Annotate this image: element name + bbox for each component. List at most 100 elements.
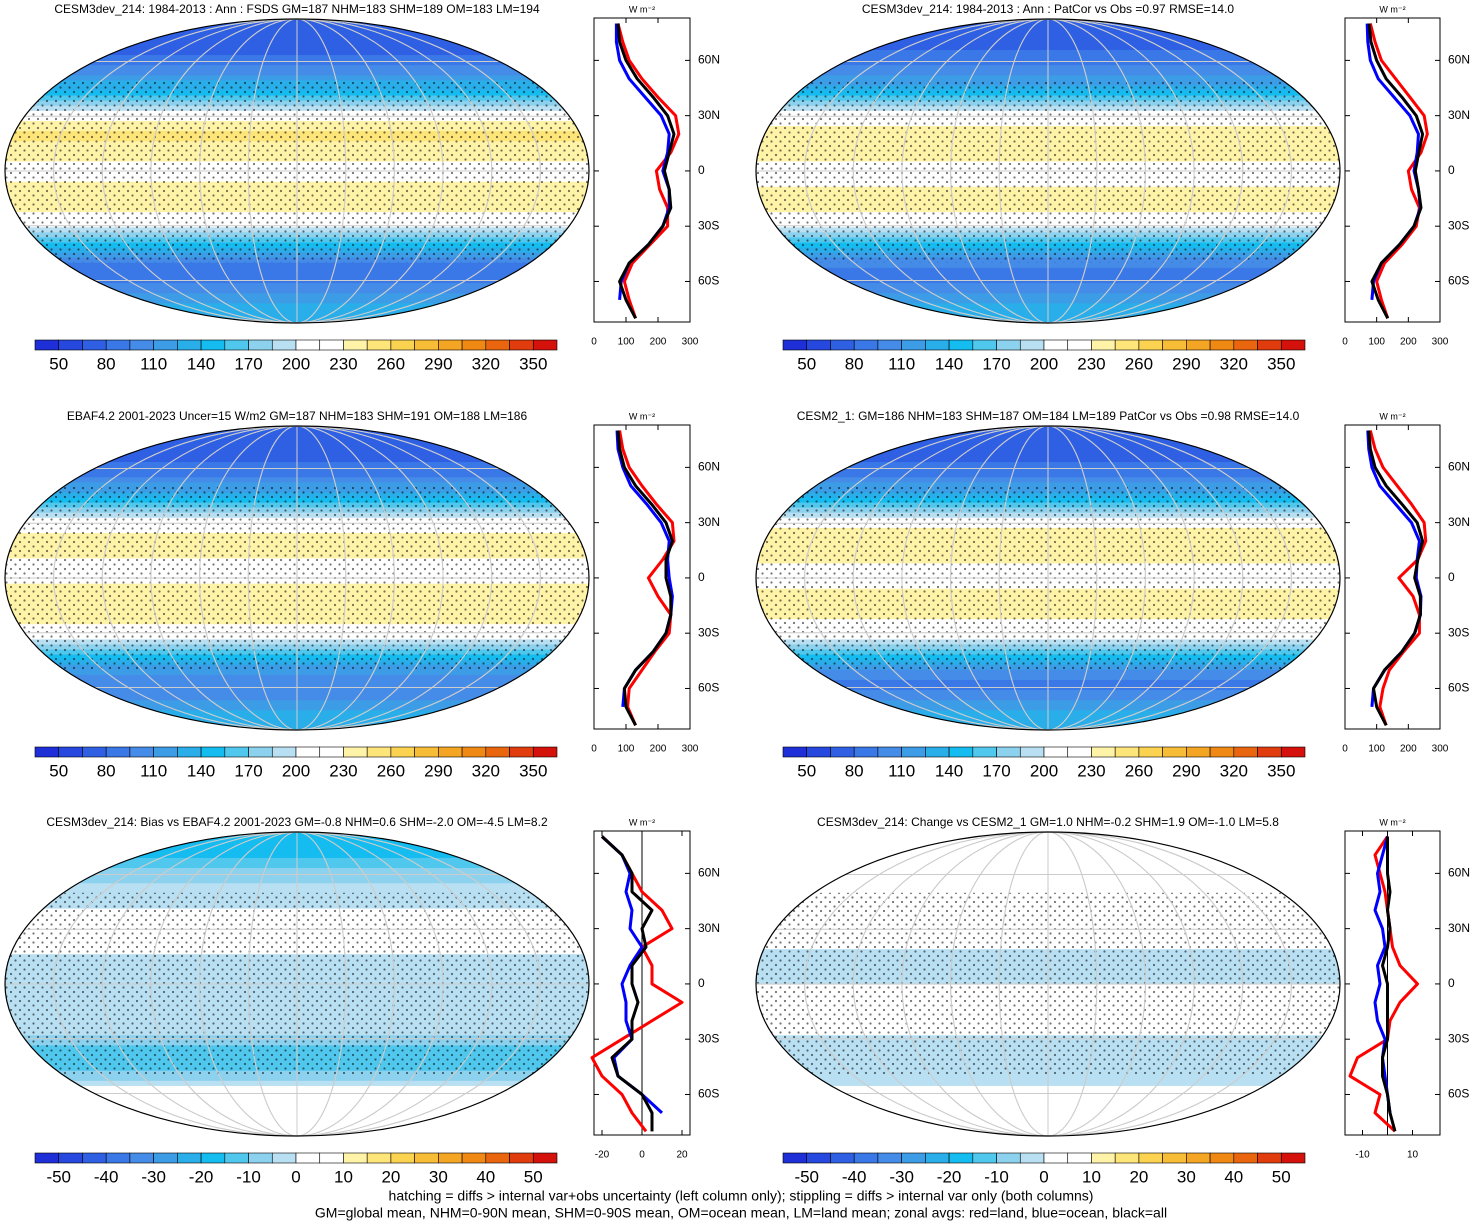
- colorbar-box: [391, 1153, 415, 1163]
- colorbar-box: [1258, 747, 1282, 757]
- colorbar-box: [1281, 340, 1305, 350]
- colorbar-label: 200: [1030, 354, 1058, 373]
- colorbar-box: [367, 747, 391, 757]
- colorbar-box: [1210, 1153, 1234, 1163]
- colorbar-box: [783, 1153, 807, 1163]
- colorbar-box: [1020, 340, 1044, 350]
- y-tick-label: 30S: [698, 1031, 719, 1045]
- colorbar-box: [1234, 1153, 1258, 1163]
- colorbar-label: -30: [889, 1167, 914, 1186]
- y-tick-label: 60S: [1448, 1087, 1469, 1101]
- colorbar-label: 260: [377, 761, 405, 780]
- colorbar-box: [35, 340, 59, 350]
- panel-title: CESM3dev_214: 1984-2013 : Ann : FSDS GM=…: [54, 2, 540, 16]
- x-tick-label: 100: [1368, 337, 1385, 348]
- colorbar-box: [1258, 340, 1282, 350]
- y-tick-label: 60N: [1448, 866, 1470, 880]
- colorbar-box: [106, 1153, 130, 1163]
- x-tick-label: 20: [676, 1150, 688, 1161]
- colorbar-box: [438, 747, 462, 757]
- y-tick-label: 0: [698, 976, 705, 990]
- x-tick-label: 0: [1342, 337, 1348, 348]
- zonal-units: W m⁻²: [629, 817, 655, 827]
- colorbar-label: 170: [982, 354, 1010, 373]
- zonal-frame: [594, 18, 690, 322]
- colorbar-box: [130, 340, 154, 350]
- y-tick-label: 30S: [1448, 218, 1469, 232]
- colorbar-box: [1139, 340, 1163, 350]
- colorbar-box: [878, 1153, 902, 1163]
- colorbar-box: [830, 340, 854, 350]
- colorbar-box: [1091, 340, 1115, 350]
- colorbar-box: [59, 747, 83, 757]
- colorbar-box: [1210, 340, 1234, 350]
- colorbar-label: -20: [937, 1167, 962, 1186]
- zonal-line: [616, 24, 669, 300]
- colorbar-box: [925, 340, 949, 350]
- colorbar-box: [1115, 747, 1139, 757]
- colorbar-box: [902, 340, 926, 350]
- colorbar-box: [1234, 340, 1258, 350]
- colorbar-box: [177, 340, 201, 350]
- colorbar-box: [462, 747, 486, 757]
- colorbar-box: [177, 747, 201, 757]
- colorbar-label: 30: [1177, 1167, 1196, 1186]
- x-tick-label: 0: [639, 1150, 645, 1161]
- colorbar-box: [1020, 747, 1044, 757]
- y-tick-label: 0: [1448, 976, 1455, 990]
- x-tick-label: 300: [682, 337, 699, 348]
- colorbar-label: -10: [984, 1167, 1009, 1186]
- colorbar-label: -40: [94, 1167, 119, 1186]
- colorbar-box: [997, 1153, 1021, 1163]
- zonal-units: W m⁻²: [629, 411, 655, 421]
- colorbar-box: [1068, 340, 1092, 350]
- colorbar-box: [177, 1153, 201, 1163]
- colorbar-label: 350: [519, 761, 547, 780]
- map: [756, 19, 1340, 324]
- y-tick-label: 30N: [698, 515, 720, 529]
- colorbar-box: [510, 1153, 534, 1163]
- y-tick-label: 0: [698, 163, 705, 177]
- colorbar-label: 320: [1220, 354, 1248, 373]
- colorbar-label: -10: [236, 1167, 261, 1186]
- colorbar-box: [438, 1153, 462, 1163]
- x-tick-label: 100: [618, 337, 635, 348]
- colorbar-box: [807, 340, 831, 350]
- y-tick-label: 60N: [698, 866, 720, 880]
- colorbar-label: 230: [329, 761, 357, 780]
- colorbar-box: [462, 1153, 486, 1163]
- colorbar-label: -50: [794, 1167, 819, 1186]
- colorbar-box: [343, 340, 367, 350]
- zonal-units: W m⁻²: [1379, 817, 1405, 827]
- colorbar-box: [367, 340, 391, 350]
- colorbar-label: 140: [187, 761, 215, 780]
- colorbar-label: 50: [49, 354, 68, 373]
- zonal-frame: [1345, 425, 1440, 729]
- colorbar-box: [807, 1153, 831, 1163]
- panel-title: CESM3dev_214: 1984-2013 : Ann : PatCor v…: [862, 2, 1235, 16]
- colorbar-box: [225, 747, 249, 757]
- colorbar-box: [1068, 747, 1092, 757]
- y-tick-label: 30N: [1448, 515, 1470, 529]
- colorbar-label: 0: [1039, 1167, 1048, 1186]
- colorbar-label: 290: [1172, 761, 1200, 780]
- zonal-units: W m⁻²: [1379, 4, 1405, 14]
- y-tick-label: 60N: [1448, 53, 1470, 67]
- colorbar-box: [415, 747, 439, 757]
- colorbar-label: 140: [935, 354, 963, 373]
- colorbar-box: [1186, 1153, 1210, 1163]
- zonal-frame: [1345, 831, 1440, 1135]
- colorbar-box: [1115, 340, 1139, 350]
- colorbar-box: [902, 747, 926, 757]
- map: [5, 19, 589, 324]
- map: [756, 832, 1340, 1137]
- colorbar-label: 10: [334, 1167, 353, 1186]
- colorbar-box: [949, 340, 973, 350]
- colorbar-box: [925, 1153, 949, 1163]
- colorbar-box: [35, 747, 59, 757]
- colorbar-box: [510, 340, 534, 350]
- y-tick-label: 60S: [1448, 274, 1469, 288]
- y-tick-label: 0: [1448, 163, 1455, 177]
- colorbar-box: [510, 747, 534, 757]
- panel-title: CESM2_1: GM=186 NHM=183 SHM=187 OM=184 L…: [797, 409, 1300, 423]
